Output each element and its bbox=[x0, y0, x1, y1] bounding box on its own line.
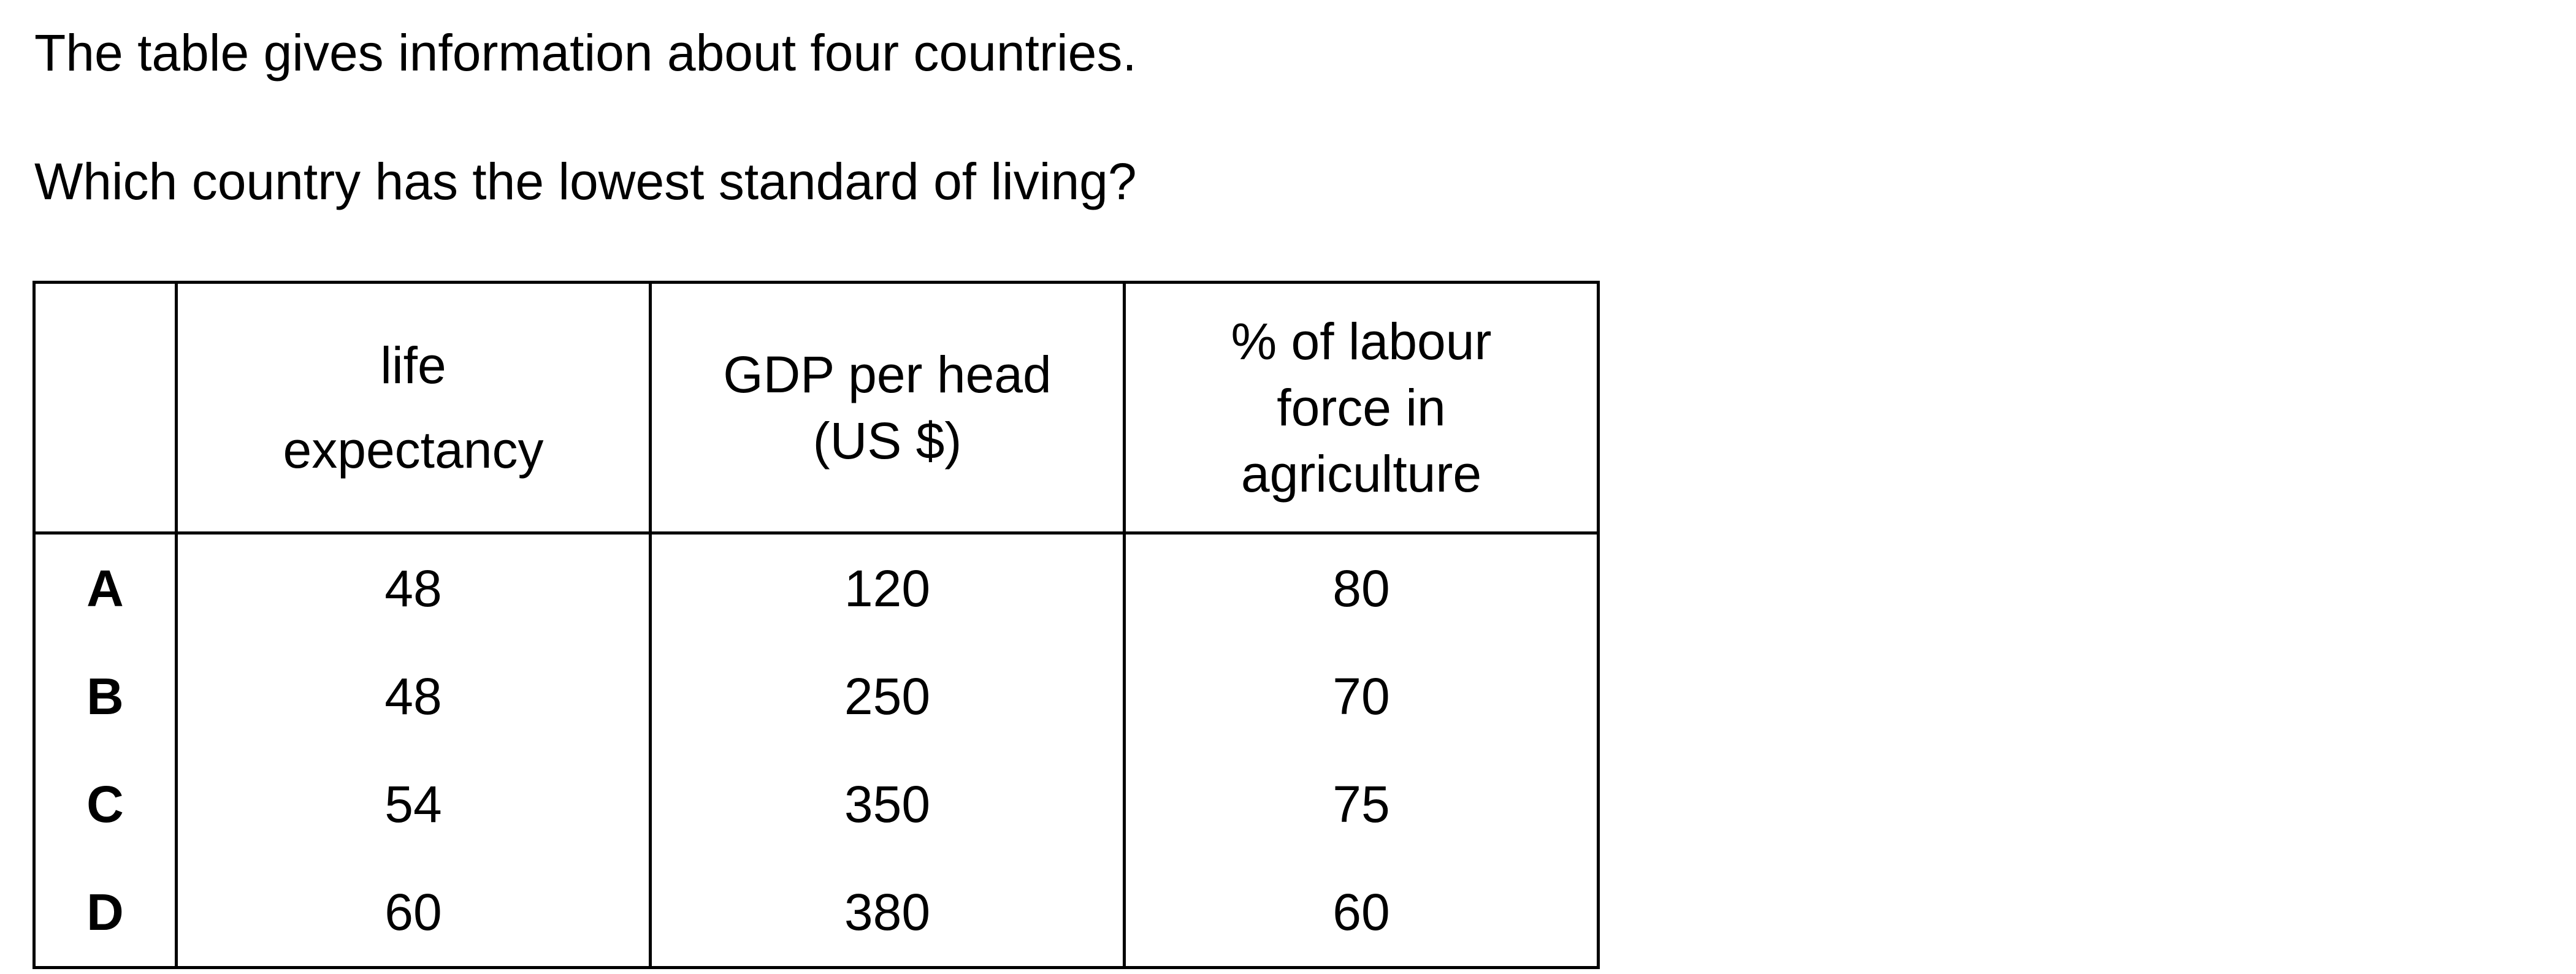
header-line: GDP per head bbox=[723, 346, 1052, 403]
question-text: Which country has the lowest standard of… bbox=[34, 153, 1137, 210]
header-corner-cell bbox=[32, 281, 178, 535]
header-labour-agriculture: % of labour force in agriculture bbox=[1123, 281, 1600, 535]
row-label: D bbox=[32, 858, 178, 969]
header-life-expectancy: life expectancy bbox=[175, 281, 652, 535]
header-line: % of labour bbox=[1231, 313, 1492, 370]
header-line: (US $) bbox=[812, 412, 962, 470]
gdp-per-head-cell: 380 bbox=[649, 858, 1126, 969]
table-row: A 48 120 80 bbox=[32, 533, 1600, 642]
table-row: C 54 350 75 bbox=[32, 750, 1600, 858]
gdp-per-head-cell: 120 bbox=[649, 533, 1126, 642]
life-expectancy-cell: 48 bbox=[175, 642, 652, 750]
header-line: expectancy bbox=[283, 421, 544, 479]
labour-agriculture-cell: 70 bbox=[1123, 642, 1600, 750]
row-label: B bbox=[32, 642, 178, 750]
labour-agriculture-cell: 80 bbox=[1123, 533, 1600, 642]
countries-table: life expectancy GDP per head (US $) % of… bbox=[32, 281, 1600, 969]
header-gdp-per-head: GDP per head (US $) bbox=[649, 281, 1126, 535]
life-expectancy-cell: 60 bbox=[175, 858, 652, 969]
header-line: force in bbox=[1277, 379, 1446, 436]
gdp-per-head-cell: 350 bbox=[649, 750, 1126, 858]
intro-text: The table gives information about four c… bbox=[34, 24, 1137, 82]
header-line: agriculture bbox=[1240, 445, 1482, 503]
gdp-per-head-cell: 250 bbox=[649, 642, 1126, 750]
table-row: B 48 250 70 bbox=[32, 642, 1600, 750]
labour-agriculture-cell: 75 bbox=[1123, 750, 1600, 858]
row-label: A bbox=[32, 533, 178, 642]
life-expectancy-cell: 54 bbox=[175, 750, 652, 858]
life-expectancy-cell: 48 bbox=[175, 533, 652, 642]
table-header-row: life expectancy GDP per head (US $) % of… bbox=[32, 281, 1600, 535]
header-line: life bbox=[380, 337, 446, 394]
table-row: D 60 380 60 bbox=[32, 858, 1600, 969]
row-label: C bbox=[32, 750, 178, 858]
labour-agriculture-cell: 60 bbox=[1123, 858, 1600, 969]
